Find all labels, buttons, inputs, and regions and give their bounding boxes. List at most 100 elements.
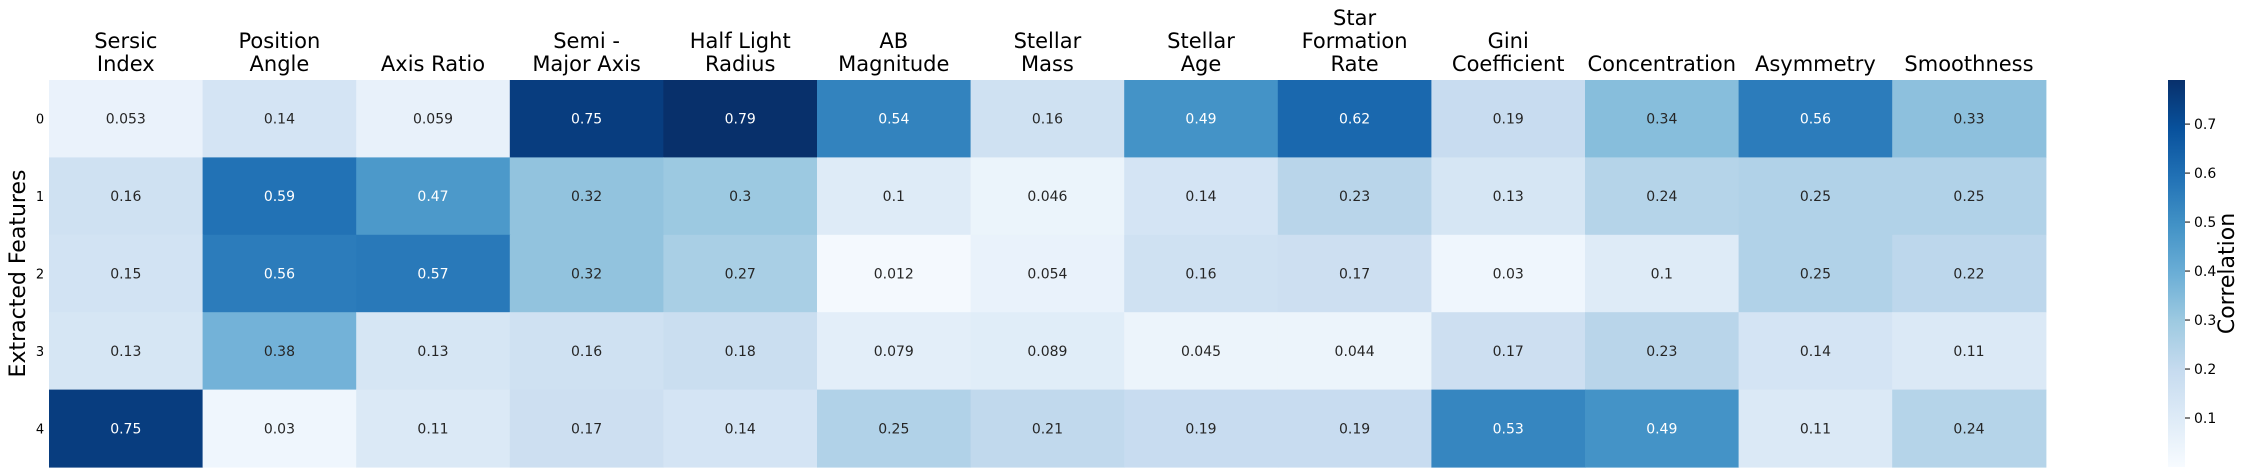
- cell-value-r2-c4: 0.27: [725, 267, 756, 283]
- cell-value-r1-c3: 0.32: [571, 189, 602, 205]
- cell-value-r4-c8: 0.19: [1339, 421, 1370, 437]
- cell-value-r3-c2: 0.13: [417, 344, 448, 360]
- colorbar: 0.1 0.2 0.3 0.4 0.5 0.6 0.7: [2168, 80, 2216, 467]
- cell-value-r2-c12: 0.22: [1953, 267, 1984, 283]
- heatmap-cell-r3-c11: [1738, 312, 1893, 391]
- column-label-1-line-1: Angle: [250, 52, 310, 76]
- cell-value-r3-c10: 0.23: [1646, 344, 1677, 360]
- row-label-4: 4: [36, 422, 44, 437]
- heatmap-cell-r3-c3: [509, 312, 664, 391]
- cell-value-r2-c1: 0.56: [264, 267, 295, 283]
- cell-value-r1-c8: 0.23: [1339, 189, 1370, 205]
- column-label-6-line-0: Stellar: [1014, 29, 1082, 53]
- column-label-12-line-0: Smoothness: [1904, 52, 2033, 76]
- column-label-8-line-2: Rate: [1331, 52, 1379, 76]
- column-label-2-line-0: Axis Ratio: [381, 52, 485, 76]
- column-label-7-line-1: Age: [1181, 52, 1222, 76]
- heatmap-cell-r0-c4: [663, 80, 818, 158]
- cell-value-r0-c10: 0.34: [1646, 112, 1677, 128]
- row-label-0: 0: [36, 113, 44, 128]
- heatmap-cell-r4-c2: [356, 389, 511, 468]
- heatmap-cell-r3-c4: [663, 312, 818, 391]
- heatmap-cell-r3-c10: [1585, 312, 1740, 391]
- heatmap-cell-r4-c3: [509, 389, 664, 468]
- cell-value-r2-c9: 0.03: [1493, 267, 1524, 283]
- cell-value-r4-c4: 0.14: [725, 421, 756, 437]
- cell-value-r0-c4: 0.79: [725, 112, 756, 128]
- cell-value-r3-c12: 0.11: [1953, 344, 1984, 360]
- cell-value-r1-c12: 0.25: [1953, 189, 1984, 205]
- heatmap-cell-r2-c3: [509, 234, 664, 313]
- heatmap-cell-r4-c7: [1124, 389, 1279, 468]
- column-label-7-line-0: Stellar: [1167, 29, 1235, 53]
- cell-value-r0-c9: 0.19: [1493, 112, 1524, 128]
- heatmap-cell-r0-c12: [1892, 80, 2047, 158]
- heatmap-cell-r4-c5: [817, 389, 972, 468]
- heatmap-cell-r4-c0: [49, 389, 204, 468]
- cell-value-r1-c0: 0.16: [110, 189, 141, 205]
- cell-value-r0-c8: 0.62: [1339, 112, 1370, 128]
- cell-value-r1-c1: 0.59: [264, 189, 295, 205]
- cell-value-r4-c9: 0.53: [1493, 421, 1524, 437]
- heatmap-cell-r4-c4: [663, 389, 818, 468]
- heatmap-cell-r3-c0: [49, 312, 204, 391]
- cell-value-r2-c3: 0.32: [571, 267, 602, 283]
- cell-value-r2-c0: 0.15: [110, 267, 141, 283]
- column-label-11-line-0: Asymmetry: [1755, 52, 1876, 76]
- cell-value-r3-c7: 0.045: [1181, 344, 1221, 360]
- heatmap-cell-r4-c1: [202, 389, 357, 468]
- heatmap-cell-r1-c3: [509, 157, 664, 236]
- cell-value-r2-c6: 0.054: [1027, 267, 1067, 283]
- cell-value-r1-c2: 0.47: [417, 189, 448, 205]
- heatmap-cell-r2-c10: [1585, 234, 1740, 313]
- cell-value-r1-c4: 0.3: [729, 189, 751, 205]
- heatmap-cell-r0-c0: [49, 80, 204, 158]
- cell-value-r0-c5: 0.54: [878, 112, 909, 128]
- cell-value-r1-c9: 0.13: [1493, 189, 1524, 205]
- column-label-8-line-1: Formation: [1302, 29, 1408, 53]
- cell-value-r4-c11: 0.11: [1800, 421, 1831, 437]
- heatmap-cell-r1-c2: [356, 157, 511, 236]
- cell-value-r3-c9: 0.17: [1493, 344, 1524, 360]
- heatmap-cell-r1-c1: [202, 157, 357, 236]
- heatmap-cell-r2-c4: [663, 234, 818, 313]
- cell-value-r2-c5: 0.012: [874, 267, 914, 283]
- column-label-9-line-0: Gini: [1488, 29, 1529, 53]
- heatmap-cell-r2-c7: [1124, 234, 1279, 313]
- column-label-5-line-1: Magnitude: [838, 52, 949, 76]
- cell-value-r0-c6: 0.16: [1032, 112, 1063, 128]
- heatmap-cell-r3-c6: [970, 312, 1125, 391]
- heatmap-cell-r1-c5: [817, 157, 972, 236]
- cell-value-r0-c7: 0.49: [1185, 112, 1216, 128]
- heatmap-cell-r3-c12: [1892, 312, 2047, 391]
- heatmap-cell-r3-c5: [817, 312, 972, 391]
- cell-value-r4-c1: 0.03: [264, 421, 295, 437]
- cell-value-r4-c3: 0.17: [571, 421, 602, 437]
- column-label-3-line-0: Semi -: [553, 29, 620, 53]
- heatmap-cell-r0-c5: [817, 80, 972, 158]
- colorbar-tick-label-5: 0.6: [2194, 166, 2216, 182]
- cell-value-r0-c12: 0.33: [1953, 112, 1984, 128]
- heatmap-cell-r3-c7: [1124, 312, 1279, 391]
- colorbar-tick-label-2: 0.3: [2194, 313, 2216, 329]
- y-axis-title: Extracted Features: [6, 170, 31, 378]
- cell-value-r0-c2: 0.059: [413, 112, 453, 128]
- heatmap-cell-r2-c6: [970, 234, 1125, 313]
- heatmap-cell-r2-c9: [1431, 234, 1586, 313]
- cell-value-r0-c11: 0.56: [1800, 112, 1831, 128]
- row-label-1: 1: [36, 190, 44, 205]
- heatmap-cell-r3-c1: [202, 312, 357, 391]
- heatmap-cell-r3-c2: [356, 312, 511, 391]
- cell-value-r0-c3: 0.75: [571, 112, 602, 128]
- colorbar-title: Correlation: [2215, 213, 2240, 334]
- heatmap-cell-r1-c8: [1277, 157, 1432, 236]
- cell-value-r4-c5: 0.25: [878, 421, 909, 437]
- heatmap-cell-r2-c1: [202, 234, 357, 313]
- cell-value-r2-c10: 0.1: [1651, 267, 1673, 283]
- column-label-1-line-0: Position: [239, 29, 321, 53]
- column-label-5-line-0: AB: [879, 29, 908, 53]
- cell-value-r4-c10: 0.49: [1646, 421, 1677, 437]
- heatmap-cell-r1-c10: [1585, 157, 1740, 236]
